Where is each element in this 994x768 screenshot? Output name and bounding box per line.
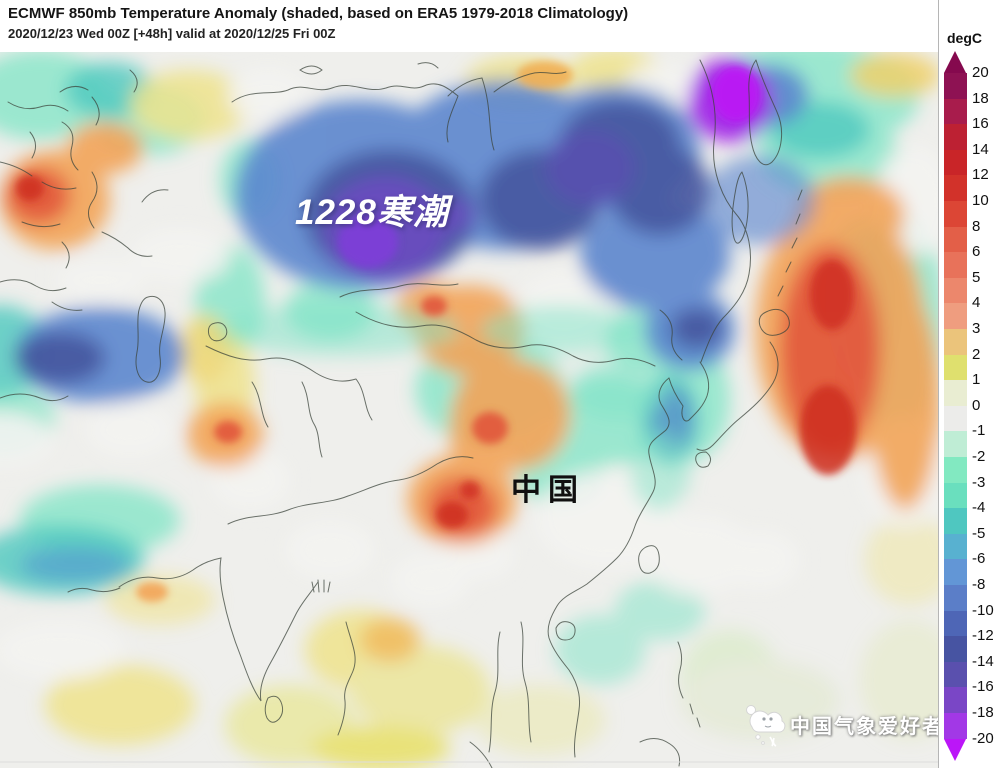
colorbar-tick-label: -14: [972, 652, 994, 670]
colorbar-segment: [944, 175, 967, 202]
colorbar-tick-label: 18: [972, 89, 989, 107]
watermark: 中国气象爱好者: [744, 701, 944, 747]
colorbar-segment: [944, 73, 967, 100]
colorbar-tick-label: 12: [972, 166, 989, 184]
colorbar-tick-label: -6: [972, 550, 986, 568]
header: ECMWF 850mb Temperature Anomaly (shaded,…: [0, 0, 994, 52]
colorbar-segment: [944, 585, 967, 612]
colorbar-segment: [944, 610, 967, 637]
colorbar-segment: [944, 508, 967, 535]
colorbar-tick-label: -10: [972, 601, 994, 619]
cold-wave-annotation: 1228寒潮: [295, 193, 449, 232]
colorbar-tick-label: -18: [972, 704, 994, 721]
colorbar-segment: [944, 457, 967, 484]
weather-map-canvas: [0, 0, 938, 768]
colorbar-tick-label: -20: [972, 729, 994, 747]
colorbar-segment: [944, 713, 967, 740]
colorbar-segment: [944, 482, 967, 509]
colorbar-segment: [944, 533, 967, 561]
colorbar-tick-label: -12: [972, 627, 994, 645]
map-subtitle: 2020/12/23 Wed 00Z [+48h] valid at 2020/…: [8, 26, 336, 41]
colorbar-tick-label: -8: [972, 576, 986, 593]
colorbar-segment: [944, 380, 967, 407]
colorbar-segment: [944, 201, 967, 228]
colorbar-tick-label: 14: [972, 140, 989, 158]
colorbar-tick-label: -1: [972, 422, 986, 440]
colorbar-tick-label: 8: [972, 217, 981, 235]
colorbar-segment: [944, 226, 967, 253]
colorbar-tick-label: 10: [972, 192, 989, 209]
colorbar-tick-label: 20: [972, 64, 989, 81]
colorbar-tick-label: 4: [972, 294, 981, 312]
colorbar-top-arrow: [944, 51, 966, 73]
colorbar-segment: [944, 354, 967, 381]
colorbar-unit-label: degC: [947, 30, 982, 46]
colorbar-tick-label: -2: [972, 448, 986, 465]
coastline-layer: [0, 59, 803, 768]
colorbar-tick-label: 2: [972, 345, 981, 363]
colorbar-segment: [944, 124, 967, 151]
china-annotation: 中国: [511, 474, 585, 507]
colorbar-bottom-arrow: [944, 739, 966, 761]
colorbar-tick-label: 16: [972, 115, 989, 133]
colorbar-segment: [944, 303, 967, 330]
colorbar-tick-label: 1: [972, 371, 981, 389]
colorbar-segment: [944, 405, 967, 433]
colorbar-segment: [944, 98, 967, 125]
colorbar-tick-label: -16: [972, 678, 994, 696]
map-title: ECMWF 850mb Temperature Anomaly (shaded,…: [8, 5, 629, 22]
colorbar-segment: [944, 277, 967, 305]
colorbar-segment: [944, 329, 967, 356]
temperature-shading-layer: [0, 40, 938, 768]
colorbar-tick-label: -3: [972, 473, 986, 491]
colorbar-tick-label: -4: [972, 499, 986, 517]
watermark-text: 中国气象爱好者: [790, 715, 944, 738]
colorbar-segment: [944, 149, 967, 177]
colorbar: degC 20 18 16 14 12 10 8 6 5 4 3 2 1 0 -1 -2 -3 -4 -5 -6 -8-…: [938, 0, 994, 768]
colorbar-tick-label: 0: [972, 396, 981, 414]
colorbar-tick-label: 5: [972, 268, 981, 286]
colorbar-tick-label: 6: [972, 243, 981, 261]
colorbar-segment: [944, 687, 967, 714]
colorbar-segment: [944, 559, 967, 586]
colorbar-segment: [944, 661, 967, 689]
watermark-cloud-icon: [746, 705, 786, 747]
colorbar-tick-label: -5: [972, 524, 986, 542]
colorbar-segment: [944, 636, 967, 663]
colorbar-tick-label: 3: [972, 320, 981, 337]
colorbar-segment: [944, 431, 967, 458]
colorbar-segment: [944, 252, 967, 279]
